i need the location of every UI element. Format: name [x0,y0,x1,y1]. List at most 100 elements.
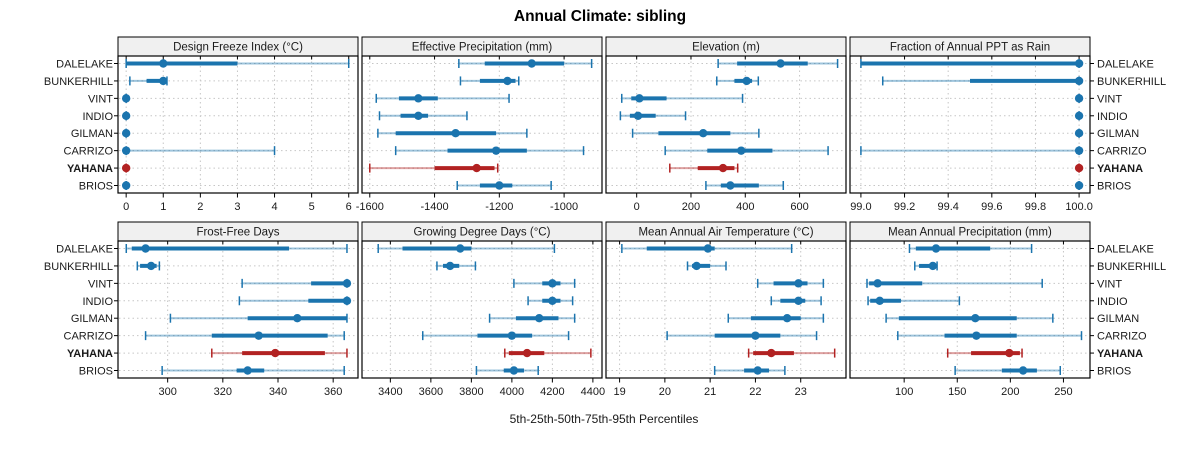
median-dot [782,314,792,323]
figure-title: Annual Climate: sibling [513,8,687,25]
median-dot [293,314,302,323]
median-dot [445,261,455,271]
median-dot [767,348,776,358]
median-dot [414,94,423,103]
median-dot [794,279,803,288]
panel-title: Mean Annual Precipitation (mm) [888,227,1052,239]
site-label-left-brios: BRIOS [79,181,113,193]
site-label-left-yahana: YAHANA [67,163,113,175]
axis-tick-label: 1 [160,201,166,213]
axis-tick-label: -1200 [485,201,513,213]
panel-border [849,240,1091,379]
median-dot [271,348,280,358]
panel-border [605,240,847,379]
panel-border [849,55,1091,194]
median-dot [692,261,701,271]
site-label-right-indio: INDIO [1097,111,1128,123]
site-label-left-gilman: GILMAN [71,128,113,140]
median-dot [737,146,746,155]
median-dot [1074,146,1084,155]
site-label-left-indio: INDIO [82,111,113,123]
median-dot [527,59,536,68]
median-dot [121,129,131,138]
median-dot [633,111,643,120]
panel-title: Fraction of Annual PPT as Rain [890,42,1050,54]
median-dot [121,163,131,173]
axis-tick-label: -1000 [550,201,578,213]
axis-tick-label: 4 [271,201,277,213]
panel-title: Elevation (m) [692,42,760,54]
site-label-left-indio: INDIO [82,296,113,308]
site-label-right-carrizo: CARRIZO [1097,146,1147,158]
panel-border [361,55,603,194]
site-label-left-brios: BRIOS [79,366,113,378]
site-label-left-carrizo: CARRIZO [64,331,114,343]
median-dot [1074,181,1084,190]
median-dot [509,366,519,375]
x-axis-title: 5th-25th-50th-75th-95th Percentiles [509,412,699,426]
median-dot [414,111,423,120]
site-label-left-bunkerhill: BUNKERHILL [44,261,113,273]
site-label-right-dalelake: DALELAKE [1097,59,1154,71]
site-label-left-bunkerhill: BUNKERHILL [44,76,113,88]
median-dot [726,181,735,190]
axis-tick-label: 600 [790,201,808,213]
site-label-left-vint: VINT [88,93,113,105]
axis-tick-label: 100 [895,386,913,398]
axis-tick-label: 19 [613,386,625,398]
panel-title: Effective Precipitation (mm) [412,42,553,54]
median-dot [159,59,168,68]
median-dot [141,244,150,253]
median-dot [503,76,512,86]
axis-tick-label: 200 [682,201,700,213]
axis-tick-label: 5 [309,201,315,213]
axis-tick-label: 23 [795,386,807,398]
median-dot [342,296,352,305]
panel-border [117,55,359,194]
axis-tick-label: 99.0 [850,201,871,213]
site-label-right-brios: BRIOS [1097,181,1131,193]
site-label-left-gilman: GILMAN [71,313,113,325]
axis-tick-label: 100.0 [1065,201,1093,213]
axis-tick-label: 99.8 [1025,201,1046,213]
median-dot [159,76,168,86]
median-dot [1074,111,1084,120]
median-dot [472,163,481,173]
site-label-right-brios: BRIOS [1097,366,1131,378]
site-label-right-vint: VINT [1097,278,1122,290]
axis-tick-label: 2 [197,201,203,213]
median-dot [753,366,762,375]
site-label-right-bunkerhill: BUNKERHILL [1097,261,1166,273]
median-dot [931,244,941,253]
site-label-right-gilman: GILMAN [1097,313,1139,325]
axis-tick-label: 21 [704,386,716,398]
axis-tick-label: 400 [736,201,754,213]
axis-tick-label: 20 [659,386,671,398]
median-dot [971,314,980,323]
site-label-right-indio: INDIO [1097,296,1128,308]
site-label-right-yahana: YAHANA [1097,348,1143,360]
axis-tick-label: 0 [123,201,129,213]
axis-tick-label: 360 [324,386,342,398]
median-dot [972,331,981,340]
site-label-left-vint: VINT [88,278,113,290]
median-dot [1074,129,1084,138]
median-dot [507,331,517,340]
median-dot [718,163,728,173]
axis-tick-label: 340 [269,386,287,398]
axis-tick-label: 4400 [581,386,605,398]
site-label-right-gilman: GILMAN [1097,128,1139,140]
median-dot [451,129,460,138]
median-dot [742,76,751,86]
median-dot [548,296,557,305]
axis-tick-label: 250 [1054,386,1072,398]
site-label-right-dalelake: DALELAKE [1097,244,1154,256]
axis-tick-label: 99.2 [894,201,915,213]
median-dot [535,314,544,323]
panel-border [117,240,359,379]
panel-title: Frost-Free Days [196,227,279,239]
panel-title: Design Freeze Index (°C) [173,42,303,54]
axis-tick-label: 22 [749,386,761,398]
